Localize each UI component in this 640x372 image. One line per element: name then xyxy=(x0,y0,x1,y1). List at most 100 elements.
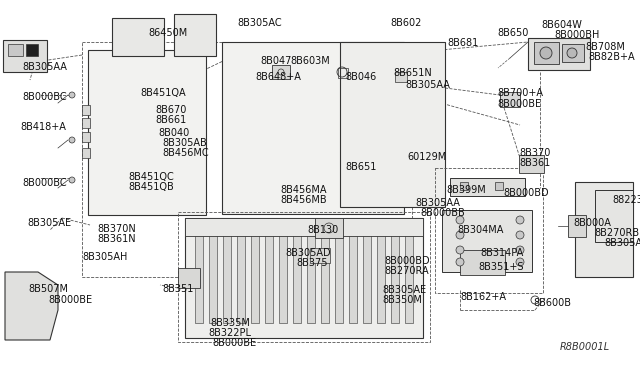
Text: 8B162+A: 8B162+A xyxy=(460,292,506,302)
Text: 8B603M: 8B603M xyxy=(290,56,330,66)
Bar xyxy=(335,235,343,323)
Bar xyxy=(178,212,430,342)
Text: 8B375: 8B375 xyxy=(296,258,328,268)
Text: 8B305AA: 8B305AA xyxy=(22,62,67,72)
Bar xyxy=(307,235,315,323)
Text: 8B350M: 8B350M xyxy=(382,295,422,305)
Text: 8B305AB: 8B305AB xyxy=(162,138,207,148)
Text: R8B0001L: R8B0001L xyxy=(560,342,610,352)
Text: 8B708M: 8B708M xyxy=(585,42,625,52)
Circle shape xyxy=(456,258,464,266)
Text: 8B670: 8B670 xyxy=(155,105,186,115)
Text: 8B305AA: 8B305AA xyxy=(415,198,460,208)
Text: 8B000BB: 8B000BB xyxy=(420,208,465,218)
Bar xyxy=(460,250,505,275)
Text: 8B305AH: 8B305AH xyxy=(82,252,127,262)
Text: 8B451QA: 8B451QA xyxy=(140,88,186,98)
Text: 8B451QC: 8B451QC xyxy=(128,172,173,182)
Text: 8B305AC: 8B305AC xyxy=(237,18,282,28)
Text: 8B651: 8B651 xyxy=(345,162,376,172)
Text: 8B361N: 8B361N xyxy=(97,234,136,244)
Circle shape xyxy=(516,231,524,239)
Bar xyxy=(500,92,520,107)
Text: 8B82B+A: 8B82B+A xyxy=(588,52,635,62)
Text: 86450M: 86450M xyxy=(148,28,188,38)
Text: 8B681: 8B681 xyxy=(447,38,478,48)
Bar xyxy=(185,218,423,236)
Text: 8B270RA: 8B270RA xyxy=(384,266,429,276)
Text: 8B000BC: 8B000BC xyxy=(22,92,67,102)
Text: 8B047: 8B047 xyxy=(260,56,291,66)
Bar xyxy=(209,235,217,323)
Text: 8B604W: 8B604W xyxy=(541,20,582,30)
Bar xyxy=(338,68,348,78)
Text: 8B602: 8B602 xyxy=(390,18,421,28)
Bar xyxy=(377,235,385,323)
Bar xyxy=(528,38,590,70)
Bar xyxy=(315,218,343,238)
Bar xyxy=(174,14,216,56)
Bar xyxy=(575,182,633,277)
Text: 8B000BE: 8B000BE xyxy=(497,99,541,109)
Text: 8B000BD: 8B000BD xyxy=(503,188,548,198)
Bar xyxy=(562,44,584,62)
Circle shape xyxy=(516,246,524,254)
Text: 8B000BC: 8B000BC xyxy=(22,178,67,188)
Bar xyxy=(237,235,245,323)
Text: 8B314PA: 8B314PA xyxy=(480,248,524,258)
Bar xyxy=(568,215,586,237)
Bar xyxy=(82,118,90,128)
Text: 8B305AE: 8B305AE xyxy=(604,238,640,248)
Circle shape xyxy=(456,216,464,224)
Bar xyxy=(195,235,203,323)
Text: 8B000BH: 8B000BH xyxy=(554,30,600,40)
Text: 8B130: 8B130 xyxy=(307,225,339,235)
Text: 60129M: 60129M xyxy=(407,152,446,162)
Bar xyxy=(82,42,412,277)
Text: 8B370N: 8B370N xyxy=(97,224,136,234)
Bar xyxy=(321,235,329,323)
Text: 8B370: 8B370 xyxy=(519,148,550,158)
Text: 8B451QB: 8B451QB xyxy=(128,182,173,192)
Bar xyxy=(82,105,90,115)
Bar xyxy=(435,168,543,293)
Circle shape xyxy=(516,258,524,266)
Text: 8B361: 8B361 xyxy=(519,158,550,168)
Circle shape xyxy=(69,137,75,143)
Bar xyxy=(88,50,206,215)
Text: 8B000BE: 8B000BE xyxy=(48,295,92,305)
Bar xyxy=(3,40,47,72)
Circle shape xyxy=(456,246,464,254)
Text: 8B304MA: 8B304MA xyxy=(457,225,504,235)
Text: 8B650: 8B650 xyxy=(497,28,529,38)
Circle shape xyxy=(540,47,552,59)
Bar xyxy=(395,72,407,82)
Bar xyxy=(112,18,164,56)
Bar xyxy=(363,235,371,323)
Text: 8B661: 8B661 xyxy=(155,115,186,125)
Bar xyxy=(310,248,330,263)
Bar xyxy=(391,235,399,323)
Bar xyxy=(279,235,287,323)
Text: 8B351: 8B351 xyxy=(162,284,193,294)
Text: 8B270RB: 8B270RB xyxy=(594,228,639,238)
Text: 8B305AA: 8B305AA xyxy=(405,80,450,90)
Text: 8B651N: 8B651N xyxy=(393,68,432,78)
Text: 8B000A: 8B000A xyxy=(573,218,611,228)
Bar xyxy=(534,42,559,64)
Bar xyxy=(185,218,423,338)
Text: 8B648+A: 8B648+A xyxy=(255,72,301,82)
Circle shape xyxy=(69,177,75,183)
Bar xyxy=(178,268,200,288)
Bar xyxy=(450,178,525,196)
Bar xyxy=(495,182,503,190)
Text: 8B700+A: 8B700+A xyxy=(497,88,543,98)
Text: 8B418+A: 8B418+A xyxy=(20,122,66,132)
Bar xyxy=(340,42,445,207)
Bar xyxy=(82,148,90,158)
Bar xyxy=(272,65,290,79)
Text: 8B456MC: 8B456MC xyxy=(162,148,209,158)
Circle shape xyxy=(567,48,577,58)
Bar xyxy=(251,235,259,323)
Text: 8B399M: 8B399M xyxy=(446,185,486,195)
